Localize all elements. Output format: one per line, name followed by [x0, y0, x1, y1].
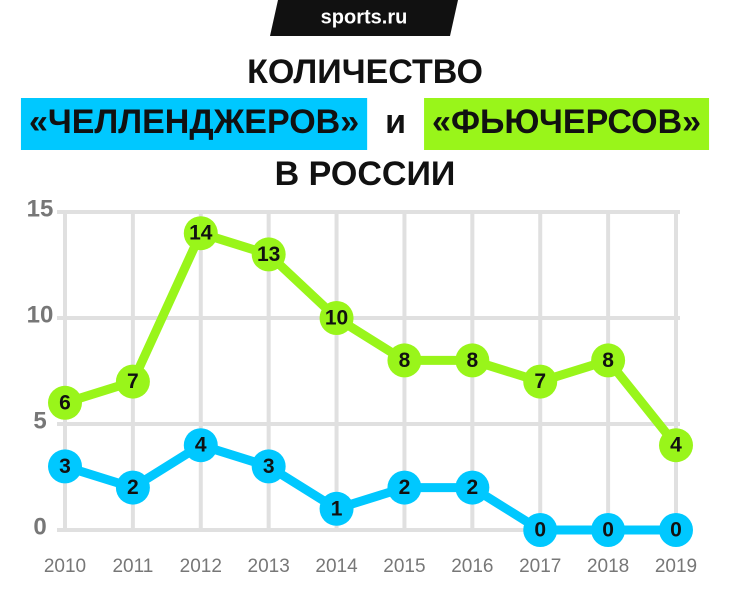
x-tick-label: 2015 [383, 556, 425, 577]
point [455, 343, 490, 378]
logo: sports.ru [321, 6, 408, 28]
data-label: 8 [602, 349, 614, 372]
point [591, 513, 626, 547]
data-label: 0 [602, 519, 614, 542]
x-tick-label: 2018 [587, 556, 629, 577]
point [523, 364, 558, 399]
data-label: 8 [466, 349, 478, 372]
data-label: 8 [399, 349, 411, 372]
point [387, 470, 422, 505]
chart-title: КОЛИЧЕСТВО [247, 53, 483, 91]
point [455, 470, 490, 505]
title-connector: и [385, 103, 406, 141]
point [251, 237, 286, 272]
legend-swatch [424, 98, 710, 150]
point [319, 301, 354, 335]
x-tick-label: 2013 [248, 556, 290, 577]
x-tick-label: 2011 [112, 556, 153, 577]
y-tick-label: 0 [33, 513, 46, 540]
chart-title-end: В РОССИИ [275, 155, 456, 193]
point [387, 343, 422, 378]
data-label: 3 [59, 455, 71, 478]
x-tick-label: 2010 [44, 556, 86, 577]
point [183, 216, 218, 251]
y-tick-label: 15 [27, 195, 54, 222]
point [659, 428, 693, 463]
data-label: 2 [399, 476, 411, 499]
data-label: 3 [263, 455, 275, 478]
data-label: 2 [127, 476, 139, 499]
legend-label: «ЧЕЛЛЕНДЖЕРОВ» [29, 103, 359, 141]
data-label: 7 [127, 370, 139, 393]
data-label: 1 [331, 497, 343, 520]
point [251, 449, 286, 484]
x-tick-label: 2014 [315, 556, 358, 577]
data-label: 13 [257, 243, 280, 266]
x-tick-label: 2019 [655, 556, 697, 577]
data-label: 4 [670, 434, 682, 457]
point [183, 428, 218, 463]
y-tick-label: 10 [27, 301, 54, 328]
point [523, 513, 558, 547]
data-label: 10 [325, 307, 348, 330]
x-tick-label: 2016 [451, 556, 493, 577]
y-tick-label: 5 [33, 407, 46, 434]
point [591, 343, 626, 378]
data-label: 0 [534, 519, 546, 542]
point [48, 385, 82, 420]
legend-label: «ФЬЮЧЕРСОВ» [432, 103, 701, 141]
point [115, 470, 150, 505]
legend-swatch [20, 98, 368, 150]
data-label: 14 [189, 222, 213, 245]
data-label: 7 [534, 370, 546, 393]
point [115, 364, 150, 399]
series-line [63, 228, 680, 449]
x-tick-label: 2012 [180, 556, 222, 577]
logo-box [270, 0, 458, 36]
point [48, 449, 82, 484]
data-label: 4 [195, 434, 207, 457]
point [319, 491, 354, 526]
x-tick-label: 2017 [519, 556, 561, 577]
data-label: 0 [670, 519, 682, 542]
series-line [63, 440, 676, 535]
data-label: 2 [466, 476, 478, 499]
point [659, 513, 693, 547]
data-label: 6 [59, 391, 71, 414]
